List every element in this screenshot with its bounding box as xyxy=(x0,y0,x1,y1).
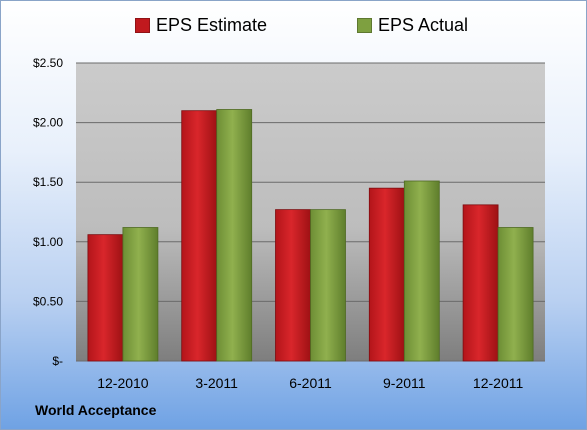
legend-swatch-estimate xyxy=(135,18,150,33)
y-tick-label: $2.00 xyxy=(33,116,63,130)
bar-eps-estimate xyxy=(368,187,405,362)
legend-label-estimate: EPS Estimate xyxy=(156,15,268,35)
bar-eps-estimate xyxy=(87,234,124,362)
x-tick-label: 3-2011 xyxy=(195,375,238,391)
bar-eps-actual xyxy=(403,180,440,362)
company-name: World Acceptance xyxy=(35,402,157,418)
bar-eps-actual xyxy=(310,209,346,362)
bar-eps-actual xyxy=(216,109,253,362)
legend-swatch-actual xyxy=(357,18,372,33)
y-tick-label: $1.50 xyxy=(33,175,63,189)
bar-eps-actual xyxy=(497,227,534,362)
legend-label-actual: EPS Actual xyxy=(378,15,469,35)
bar-eps-estimate xyxy=(462,204,499,362)
y-tick-label: $- xyxy=(52,354,63,368)
x-tick-label: 6-2011 xyxy=(289,375,332,391)
legend-item-estimate: EPS Estimate xyxy=(135,15,267,36)
x-tick-label: 12-2010 xyxy=(97,375,149,391)
legend: EPS Estimate EPS Actual xyxy=(1,15,586,41)
y-tick-label: $1.00 xyxy=(33,235,63,249)
bar-eps-estimate xyxy=(275,209,311,362)
x-tick-label: 9-2011 xyxy=(383,375,426,391)
y-tick-label: $2.50 xyxy=(33,56,63,70)
y-tick-label: $0.50 xyxy=(33,294,63,308)
bars xyxy=(87,109,534,362)
x-axis: 12-2010 3-2011 6-2011 9-2011 12-2011 xyxy=(97,375,523,391)
legend-item-actual: EPS Actual xyxy=(357,15,468,36)
bar-eps-estimate xyxy=(181,110,218,362)
y-axis: $- $0.50 $1.00 $1.50 $2.00 $2.50 xyxy=(33,56,63,368)
bar-eps-actual xyxy=(122,227,159,362)
x-tick-label: 12-2011 xyxy=(473,375,524,391)
